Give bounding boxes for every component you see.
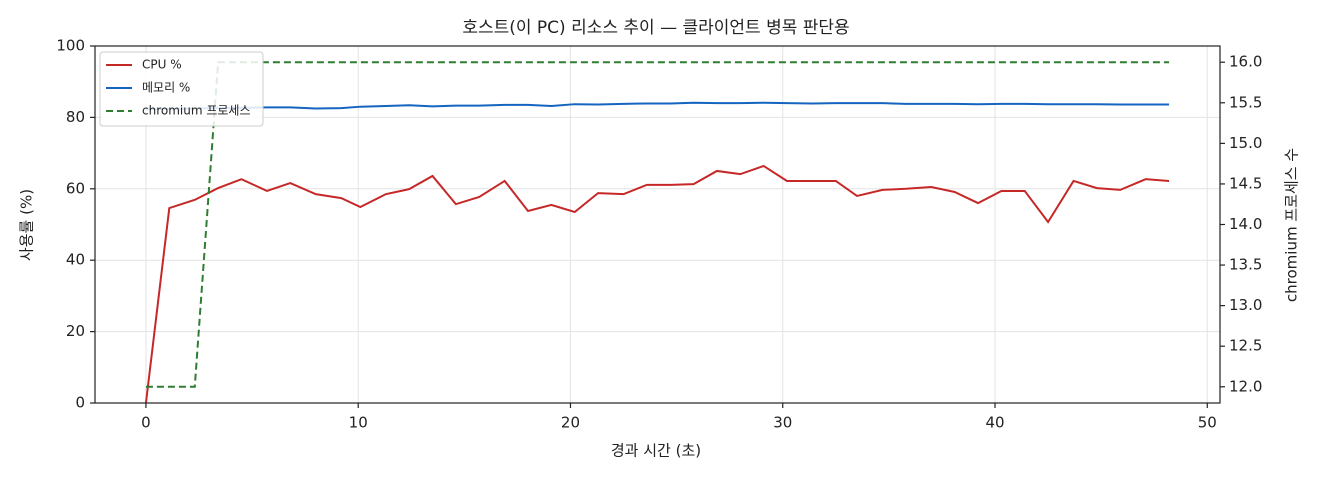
y-tick-label: 60 [66,179,85,197]
y2-tick-label: 12.5 [1229,337,1262,355]
y-tick-label: 20 [66,322,85,340]
y2-tick-label: 14.5 [1229,174,1262,192]
y2-tick-label: 16.0 [1229,53,1262,71]
legend-box [99,51,264,127]
series-line [144,164,1170,404]
x-tick-label: 50 [1198,414,1217,432]
legend-label: 메모리 % [142,81,190,95]
legend-label: chromium 프로세스 [142,104,251,118]
y2-tick-label: 13.5 [1229,256,1262,274]
y2-tick-label: 14.0 [1229,215,1262,233]
x-tick-label: 30 [773,414,792,432]
y2-tick-label: 12.0 [1229,377,1262,395]
chart-title: 호스트(이 PC) 리소스 추이 — 클라이언트 병목 판단용 [462,18,849,38]
legend: CPU % 메모리 % chromium 프로세스 [99,51,264,127]
y2-axis-label: chromium 프로세스 수 [1283,148,1301,302]
plot-frame [94,45,1221,404]
y2-tick-label: 15.5 [1229,93,1262,111]
y2-tick-label: 15.0 [1229,134,1262,152]
x-axis-label: 경과 시간 (초) [611,442,701,460]
y-tick-label: 100 [56,37,85,55]
x-tick-label: 40 [985,414,1004,432]
y-tick-label: 80 [66,108,85,126]
x-tick-label: 10 [349,414,368,432]
y-axis-label: 사용률 (%) [18,189,36,261]
legend-label: CPU % [142,58,182,72]
x-tick-label: 20 [561,414,580,432]
series-line [145,101,1170,111]
y-tick-label: 40 [66,251,85,269]
y-tick-label: 0 [75,394,85,412]
x-tick-label: 0 [141,414,151,432]
series-line [145,61,1170,388]
y2-tick-label: 13.0 [1229,296,1262,314]
